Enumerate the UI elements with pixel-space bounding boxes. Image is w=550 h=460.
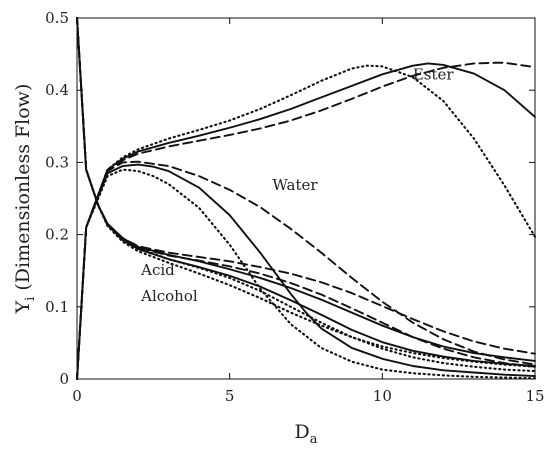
x-axis-title-main: D: [295, 421, 310, 443]
y-tick-label: 0.4: [45, 81, 69, 99]
y-tick-label: 0.5: [45, 9, 69, 27]
curve-annotations: Ester Water Acid Alcohol: [140, 65, 454, 305]
series-line-ester-solid: [76, 62, 536, 380]
x-axis-title: Da: [295, 421, 318, 447]
y-axis-title-rest: (Dimensionless Flow): [12, 84, 34, 297]
y-tick-label: 0: [59, 370, 69, 388]
series-line-water-dashed: [76, 160, 536, 380]
series-line-water-solid: [76, 163, 536, 380]
x-tick-label: 5: [225, 387, 235, 405]
series-line-water-dotted: [75, 168, 537, 381]
annotation-water: Water: [272, 176, 318, 194]
series-lines: [75, 16, 537, 381]
y-tick-label: 0.1: [45, 298, 69, 316]
series-line-ester-dashed: [76, 61, 536, 380]
x-axis-title-subscript: a: [310, 432, 318, 447]
series-line-ester-dotted: [75, 64, 537, 381]
annotation-ester: Ester: [413, 65, 455, 83]
x-tick-label: 0: [72, 387, 82, 405]
y-axis-title-main: Y: [12, 300, 34, 314]
y-tick-label: 0.2: [45, 226, 69, 244]
plot-frame: [76, 17, 536, 380]
y-axis-title: Yi (Dimensionless Flow): [12, 84, 38, 315]
annotation-acid: Acid: [140, 261, 175, 279]
x-tick-label: 15: [525, 387, 544, 405]
annotation-alcohol: Alcohol: [140, 287, 198, 305]
axis-ticks: 0 5 10 15 0 0.1 0.2 0.3 0.4 0.5: [45, 9, 544, 405]
y-tick-label: 0.3: [45, 153, 69, 171]
y-axis-title-subscript: i: [23, 297, 38, 301]
series-line-alcohol-dotted: [75, 16, 537, 368]
x-tick-label: 10: [373, 387, 392, 405]
